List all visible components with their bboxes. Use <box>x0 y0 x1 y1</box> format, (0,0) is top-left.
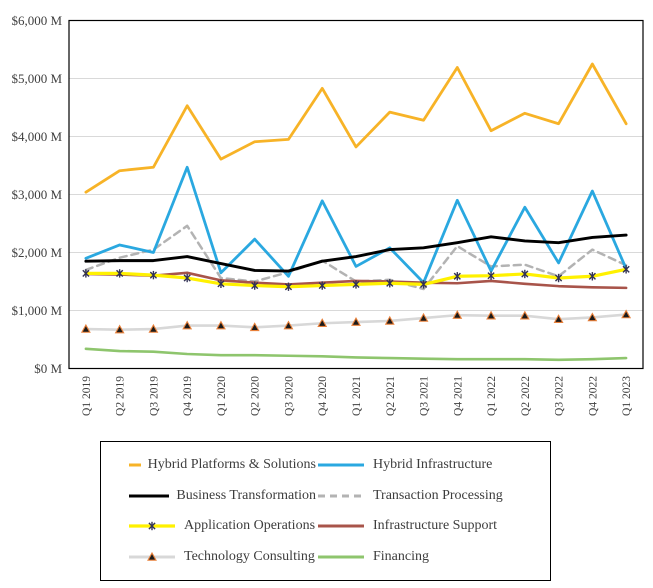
y-axis-label: $0 M <box>34 361 62 376</box>
series-hybrid-platforms-solutions <box>84 62 628 194</box>
series-business-transformation <box>84 233 628 273</box>
series-technology-consulting <box>80 309 632 334</box>
series-line-business-transformation <box>84 233 628 273</box>
legend-label: Transaction Processing <box>373 487 503 503</box>
y-axis-label: $5,000 M <box>11 71 62 86</box>
asterisk-marker <box>419 280 428 289</box>
legend-label: Hybrid Infrastructure <box>373 457 493 473</box>
legend-key-hybrid-infrastructure <box>318 463 364 467</box>
x-axis-label: Q1 2020 <box>216 376 228 416</box>
legend-key-financing <box>318 555 364 559</box>
legend-item-transaction-processing: Transaction Processing <box>316 488 550 504</box>
x-axis-label: Q1 2023 <box>621 376 633 416</box>
asterisk-marker <box>487 271 495 280</box>
legend-label: Hybrid Platforms & Solutions <box>147 457 316 473</box>
y-axis-label: $4,000 M <box>11 129 62 144</box>
asterisk-marker <box>622 265 630 274</box>
triangle-marker <box>418 312 429 322</box>
x-axis-label: Q3 2021 <box>419 376 431 416</box>
asterisk-marker <box>521 269 529 279</box>
triangle-marker <box>621 309 632 319</box>
legend-key-technology-consulting <box>129 551 175 561</box>
series-application-operations <box>82 265 630 291</box>
legend-item-hybrid-infrastructure: Hybrid Infrastructure <box>316 457 550 473</box>
legend-label: Financing <box>373 549 429 565</box>
triangle-marker <box>553 314 564 323</box>
asterisk-marker <box>217 279 225 289</box>
x-axis-label: Q4 2022 <box>587 376 599 416</box>
x-axis-label: Q1 2022 <box>486 376 498 416</box>
x-axis-label: Q3 2020 <box>283 376 295 416</box>
triangle-marker <box>452 310 463 319</box>
y-axis-label: $3,000 M <box>11 187 62 202</box>
asterisk-marker <box>352 280 360 289</box>
series-hybrid-infrastructure <box>84 165 628 285</box>
triangle-marker <box>216 320 226 330</box>
asterisk-marker <box>588 272 596 281</box>
legend-key-infrastructure-support <box>318 524 364 528</box>
legend-item-application-operations: Application Operations <box>127 518 316 534</box>
triangle-marker <box>147 551 157 561</box>
legend-label: Application Operations <box>184 518 316 534</box>
series-line-hybrid-infrastructure <box>84 165 628 285</box>
legend-label: Infrastructure Support <box>373 518 498 534</box>
legend-item-business-transformation: Business Transformation <box>127 488 316 504</box>
asterisk-marker <box>386 279 394 288</box>
series-line-financing <box>84 347 628 362</box>
triangle-marker <box>148 323 159 333</box>
triangle-marker <box>519 310 530 320</box>
asterisk-marker <box>183 273 191 283</box>
triangle-marker <box>486 310 496 320</box>
legend-item-infrastructure-support: Infrastructure Support <box>316 518 550 534</box>
x-axis-label: Q1 2021 <box>351 376 363 416</box>
legend-item-financing: Financing <box>316 549 550 565</box>
triangle-marker <box>384 315 395 325</box>
y-axis-label: $6,000 M <box>11 13 62 28</box>
x-axis-label: Q4 2019 <box>182 376 194 416</box>
x-axis-label: Q4 2020 <box>317 376 329 416</box>
triangle-marker <box>114 324 125 334</box>
asterisk-marker <box>82 269 90 278</box>
asterisk-marker <box>554 273 563 283</box>
legend-item-hybrid-platforms-solutions: Hybrid Platforms & Solutions <box>127 457 316 473</box>
asterisk-marker <box>318 281 326 290</box>
asterisk-marker <box>149 270 158 280</box>
plot-border <box>68 19 644 370</box>
x-axis-label: Q2 2020 <box>250 376 262 416</box>
plot-area: $0 M $1,000 M $2,000 M $3,000 M $4,000 M $5,0… <box>11 13 644 416</box>
asterisk-marker <box>251 281 259 290</box>
asterisk-marker <box>284 282 293 291</box>
legend-label: Business Transformation <box>176 487 316 503</box>
y-axis-label: $1,000 M <box>11 303 62 318</box>
triangle-marker <box>80 323 91 333</box>
triangle-marker <box>283 320 294 330</box>
legend-key-application-operations <box>129 522 175 531</box>
chart-legend: Hybrid Platforms & Solutions Hybrid Infra… <box>100 441 551 581</box>
x-axis-label: Q2 2019 <box>115 376 127 416</box>
x-axis-label: Q1 2019 <box>81 376 93 416</box>
y-axis-label: $2,000 M <box>11 245 62 260</box>
legend-item-technology-consulting: Technology Consulting <box>127 549 316 565</box>
triangle-marker <box>182 320 193 330</box>
legend-key-business-transformation <box>129 494 170 498</box>
x-axis-label: Q3 2022 <box>554 376 566 416</box>
asterisk-marker <box>148 522 156 531</box>
x-axis-label: Q2 2021 <box>385 376 397 416</box>
triangle-marker <box>587 312 598 322</box>
series-financing <box>84 347 628 362</box>
triangle-marker <box>351 316 361 326</box>
line-chart: $0 M $1,000 M $2,000 M $3,000 M $4,000 M $5,0… <box>11 13 644 416</box>
x-axis-label: Q3 2019 <box>148 376 160 416</box>
triangle-marker <box>249 322 260 332</box>
asterisk-marker <box>453 272 461 281</box>
triangle-marker <box>317 318 328 328</box>
legend-key-transaction-processing <box>318 494 364 498</box>
x-axis-label: Q4 2021 <box>452 376 464 416</box>
asterisk-marker <box>116 269 124 278</box>
series-line-hybrid-platforms-solutions <box>84 62 628 194</box>
legend-label: Technology Consulting <box>184 549 315 565</box>
x-axis-label: Q2 2022 <box>520 376 532 416</box>
legend-key-hybrid-platforms-solutions <box>129 463 141 467</box>
